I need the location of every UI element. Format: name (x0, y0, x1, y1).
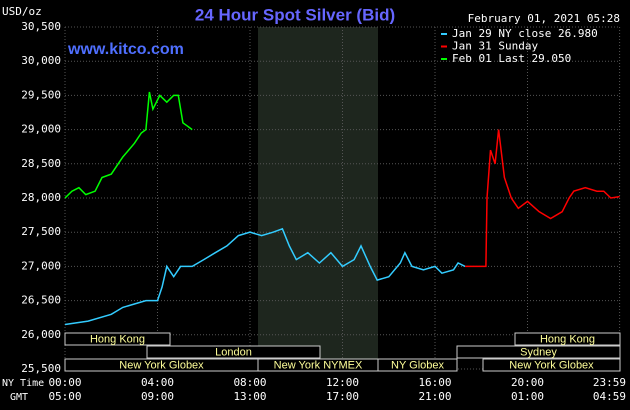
x-tick-label: 20:00 (511, 376, 544, 389)
x-tick-label-gmt: 21:00 (418, 390, 451, 403)
series-line (465, 129, 620, 268)
series-line (64, 227, 466, 326)
y-tick-label: 28,000 (21, 191, 61, 204)
y-tick-label: 26,000 (21, 328, 61, 341)
y-tick-label: 27,500 (21, 225, 61, 238)
session-label: New York Globex (119, 359, 204, 371)
timestamp: February 01, 2021 05:28 (468, 12, 620, 25)
session-bar (514, 332, 621, 346)
x-tick-label-gmt: 05:00 (48, 390, 81, 403)
y-tick-label: 27,000 (21, 259, 61, 272)
session-label: Hong Kong (540, 333, 595, 345)
x-tick-label-gmt: 17:00 (326, 390, 359, 403)
x-tick-label-gmt: 09:00 (141, 390, 174, 403)
chart-title: 24 Hour Spot Silver (Bid) (195, 5, 395, 24)
x-tick-label: 00:00 (48, 376, 81, 389)
session-label: New York Globex (509, 359, 594, 371)
legend-label: Jan 31 Sunday (452, 40, 538, 53)
x-tick-label: 04:00 (141, 376, 174, 389)
row-label: NY Time (2, 378, 44, 389)
session-label: NY Globex (391, 359, 444, 371)
legend-label: Feb 01 Last 29.050 (452, 52, 571, 65)
y-tick-label: 29,500 (21, 88, 61, 101)
session-label: London (215, 346, 252, 358)
y-tick-label: 28,500 (21, 157, 61, 170)
y-axis-label: USD/oz (2, 5, 42, 18)
x-tick-label: 23:59 (593, 376, 626, 389)
x-tick-label-gmt: 01:00 (511, 390, 544, 403)
session-bar (377, 358, 458, 372)
y-tick-label: 30,500 (21, 20, 61, 33)
session-label: Sydney (520, 346, 557, 358)
watermark: www.kitco.com (67, 41, 184, 58)
x-tick-label: 12:00 (326, 376, 359, 389)
y-tick-label: 30,000 (21, 54, 61, 67)
session-label: New York NYMEX (274, 359, 363, 371)
x-tick-label: 16:00 (418, 376, 451, 389)
session-bar (456, 345, 621, 359)
y-tick-label: 26,500 (21, 294, 61, 307)
x-tick-label-gmt: 04:59 (593, 390, 626, 403)
session-bar (64, 332, 171, 346)
y-tick-label: 25,500 (21, 362, 61, 375)
y-tick-label: 29,000 (21, 123, 61, 136)
session-bar (482, 358, 621, 372)
row-label: GMT (10, 392, 28, 403)
x-tick-label: 08:00 (233, 376, 266, 389)
session-bar (146, 345, 321, 359)
x-tick-label-gmt: 13:00 (233, 390, 266, 403)
series-line (64, 91, 193, 199)
legend-label: Jan 29 NY close 26.980 (452, 27, 598, 40)
session-label: Hong Kong (90, 333, 145, 345)
